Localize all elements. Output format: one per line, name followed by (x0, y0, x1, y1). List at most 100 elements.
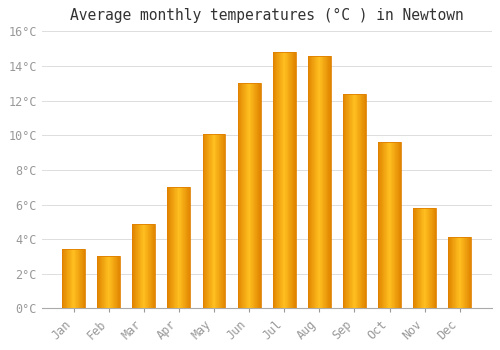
Bar (218, 134, 219, 308)
Bar (112, 257, 114, 308)
Bar (176, 187, 177, 308)
Bar (142, 224, 143, 308)
Bar (385, 142, 386, 308)
Bar (119, 257, 120, 308)
Bar (423, 208, 424, 308)
Bar (461, 237, 462, 308)
Bar (434, 208, 435, 308)
Bar (320, 56, 321, 308)
Title: Average monthly temperatures (°C ) in Newtown: Average monthly temperatures (°C ) in Ne… (70, 8, 464, 23)
Bar (258, 83, 259, 308)
Bar (448, 237, 471, 308)
Bar (291, 52, 292, 308)
Bar (146, 224, 147, 308)
Bar (225, 134, 226, 308)
Bar (462, 237, 463, 308)
Bar (174, 187, 175, 308)
Bar (182, 187, 183, 308)
Bar (247, 83, 248, 308)
Bar (451, 237, 452, 308)
Bar (279, 52, 280, 308)
Bar (390, 142, 392, 308)
Bar (420, 208, 422, 308)
Bar (104, 257, 106, 308)
Bar (238, 83, 260, 308)
Bar (202, 134, 203, 308)
Bar (400, 142, 401, 308)
Bar (284, 52, 285, 308)
Bar (152, 224, 153, 308)
Bar (344, 94, 345, 308)
Bar (135, 224, 136, 308)
Bar (220, 134, 221, 308)
Bar (145, 224, 146, 308)
Bar (143, 224, 144, 308)
Bar (308, 56, 309, 308)
Bar (416, 208, 418, 308)
Bar (216, 134, 217, 308)
Bar (62, 250, 63, 308)
Bar (382, 142, 384, 308)
Bar (397, 142, 398, 308)
Bar (117, 257, 118, 308)
Bar (422, 208, 423, 308)
Bar (289, 52, 290, 308)
Bar (239, 83, 240, 308)
Bar (141, 224, 142, 308)
Bar (459, 237, 460, 308)
Bar (425, 208, 426, 308)
Bar (140, 224, 141, 308)
Bar (282, 52, 283, 308)
Bar (77, 250, 78, 308)
Bar (203, 134, 204, 308)
Bar (414, 208, 415, 308)
Bar (351, 94, 352, 308)
Bar (417, 208, 418, 308)
Bar (252, 83, 253, 308)
Bar (294, 52, 295, 308)
Bar (413, 208, 436, 308)
Bar (116, 257, 117, 308)
Bar (243, 83, 244, 308)
Bar (246, 83, 247, 308)
Bar (293, 52, 294, 308)
Bar (354, 94, 355, 308)
Bar (288, 52, 289, 308)
Bar (359, 94, 360, 308)
Bar (464, 237, 465, 308)
Bar (171, 187, 172, 308)
Bar (183, 187, 184, 308)
Bar (378, 142, 401, 308)
Bar (175, 187, 176, 308)
Bar (347, 94, 348, 308)
Bar (309, 56, 310, 308)
Bar (308, 56, 330, 308)
Bar (134, 224, 136, 308)
Bar (378, 142, 380, 308)
Bar (168, 187, 190, 308)
Bar (250, 83, 251, 308)
Bar (110, 257, 111, 308)
Bar (78, 250, 80, 308)
Bar (468, 237, 469, 308)
Bar (65, 250, 66, 308)
Bar (80, 250, 81, 308)
Bar (323, 56, 324, 308)
Bar (418, 208, 419, 308)
Bar (82, 250, 84, 308)
Bar (456, 237, 457, 308)
Bar (114, 257, 115, 308)
Bar (449, 237, 450, 308)
Bar (466, 237, 467, 308)
Bar (257, 83, 258, 308)
Bar (316, 56, 317, 308)
Bar (111, 257, 112, 308)
Bar (310, 56, 311, 308)
Bar (215, 134, 216, 308)
Bar (463, 237, 464, 308)
Bar (76, 250, 77, 308)
Bar (187, 187, 188, 308)
Bar (313, 56, 314, 308)
Bar (276, 52, 277, 308)
Bar (98, 257, 99, 308)
